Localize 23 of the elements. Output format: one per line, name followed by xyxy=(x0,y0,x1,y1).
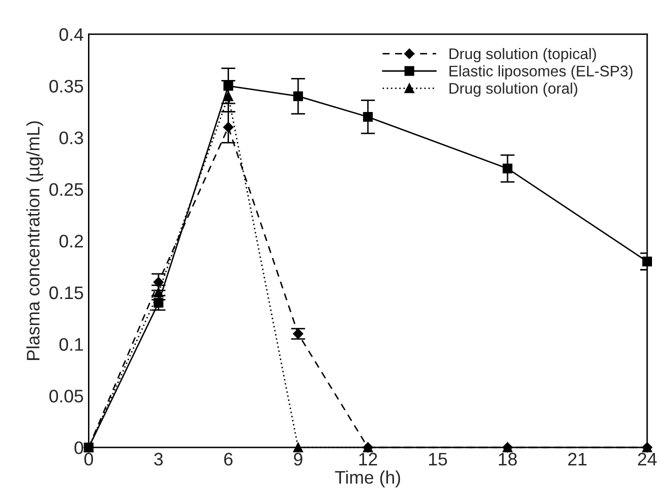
x-tick-label: 12 xyxy=(359,452,378,466)
y-tick-label: 0.35 xyxy=(49,80,84,93)
y-tick-label: 0 xyxy=(74,441,84,454)
x-tick-label: 0 xyxy=(84,452,94,466)
x-tick-label: 24 xyxy=(638,452,657,466)
legend-label: Elastic liposomes (EL-SP3) xyxy=(450,65,632,80)
y-axis-title: Plasma concentration (µg/mL) xyxy=(26,121,44,360)
legend-label: Drug solution (oral) xyxy=(450,82,578,97)
x-tick-label: 6 xyxy=(224,452,233,466)
x-tick-label: 9 xyxy=(294,452,302,466)
y-tick-label: 0.05 xyxy=(49,390,84,403)
x-tick-label: 18 xyxy=(498,452,517,466)
y-tick-label: 0.1 xyxy=(59,338,83,351)
x-tick-label: 21 xyxy=(568,452,586,466)
y-tick-label: 0.25 xyxy=(49,183,84,196)
y-tick-label: 0.4 xyxy=(59,28,84,41)
x-tick-label: 15 xyxy=(429,452,448,466)
legend-label: Drug solution (topical) xyxy=(450,48,596,62)
y-tick-label: 0.3 xyxy=(59,131,84,144)
x-tick-label: 3 xyxy=(154,452,163,466)
x-axis-title: Time (h) xyxy=(335,470,400,488)
y-tick-label: 0.2 xyxy=(59,234,83,248)
y-tick-label: 0.15 xyxy=(49,286,84,300)
